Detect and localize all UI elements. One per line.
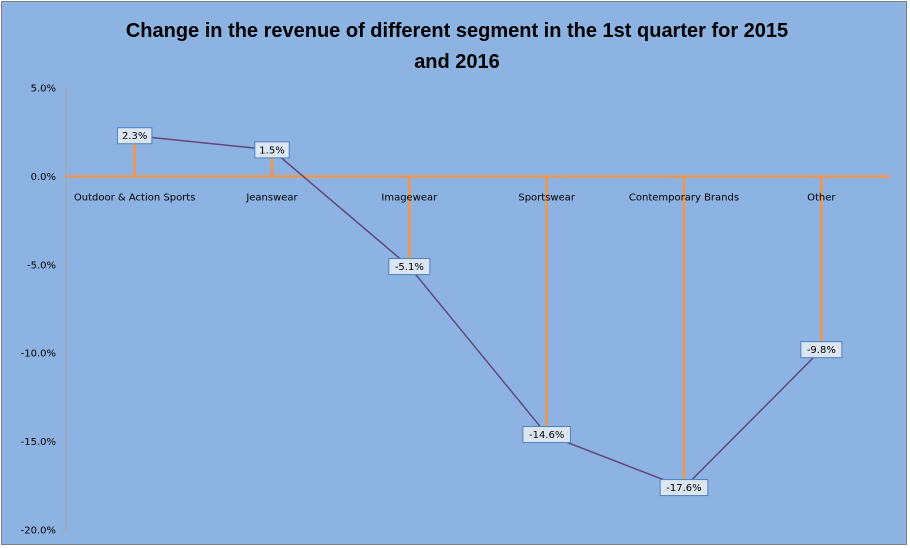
data-label: -17.6% — [666, 483, 701, 494]
x-tick-label: Imagewear — [381, 192, 438, 203]
data-label-box — [522, 426, 571, 444]
x-tick-label: Contemporary Brands — [629, 192, 739, 203]
data-label-box — [659, 479, 709, 497]
x-tick-label: Other — [807, 192, 836, 203]
x-axis-category-labels: Outdoor & Action Sports Jeanswear Imagewea… — [74, 192, 837, 203]
y-tick-label: -20.0% — [21, 526, 56, 537]
chart-title-line-1: Change in the revenue of different segme… — [125, 20, 789, 42]
x-tick-label: Outdoor & Action Sports — [74, 192, 196, 203]
y-tick-label: 5.0% — [31, 84, 56, 95]
y-tick-label: -15.0% — [21, 437, 56, 448]
y-axis: 5.0% 0.0% -5.0% -10.0% -15.0% -20.0% — [21, 84, 66, 537]
data-label: -5.1% — [395, 262, 424, 273]
data-label: -9.8% — [807, 345, 836, 356]
data-label-box — [116, 127, 153, 145]
data-label: 1.5% — [259, 145, 284, 156]
data-labels: 2.3% 1.5% -5.1% -14.6% -17.6% -9.8% — [116, 127, 843, 497]
chart-title: Change in the revenue of different segme… — [102, 16, 812, 78]
y-tick-label: -10.0% — [21, 349, 56, 360]
y-tick-label: 0.0% — [31, 172, 56, 183]
x-tick-label: Jeanswear — [245, 192, 298, 203]
drop-lines — [133, 135, 823, 488]
data-label-box — [388, 258, 431, 276]
data-label: -14.6% — [529, 430, 564, 441]
chart-title-line-2: and 2016 — [414, 51, 500, 73]
data-label: 2.3% — [122, 131, 147, 142]
data-label-box — [254, 141, 290, 159]
x-tick-label: Sportswear — [518, 192, 576, 203]
series-line — [134, 134, 822, 489]
data-label-box — [800, 341, 843, 359]
y-tick-label: -5.0% — [27, 260, 56, 271]
